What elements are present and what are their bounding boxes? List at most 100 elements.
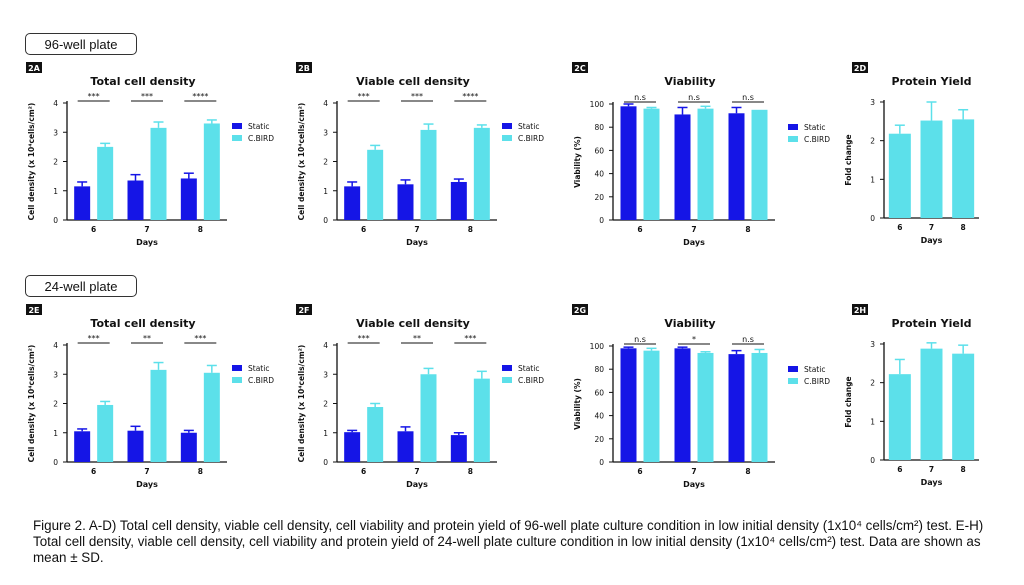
panel-badge-label: 2A — [28, 64, 41, 73]
significance-label: *** — [358, 92, 370, 101]
significance-label: *** — [358, 334, 370, 343]
x-axis-label: Days — [406, 238, 428, 247]
y-tick-label: 1 — [870, 175, 875, 184]
x-tick-label: 8 — [745, 225, 750, 234]
significance-label: *** — [88, 92, 100, 101]
chart-2h: 2H Protein Yield 0 1 2 3 Fold change 6 7 8 Days — [844, 304, 979, 487]
panel-badge-label: 2E — [28, 306, 39, 315]
chart-2a: 2A Total cell density 0 1 2 3 4 Cell density (x… — [26, 62, 274, 247]
panel-badge-label: 2D — [854, 64, 867, 73]
chart-2f: 2F Viable cell density 0 1 2 3 4 Cell density (… — [296, 304, 544, 489]
figure-caption: Figure 2. A-D) Total cell density, viabl… — [33, 518, 984, 565]
bar-cbird-day7 — [920, 348, 943, 460]
bar-static-day8 — [728, 354, 745, 462]
panel-badge-label: 2F — [298, 306, 309, 315]
y-tick-label: 100 — [590, 342, 605, 351]
x-tick-label: 8 — [745, 467, 750, 476]
y-tick-label: 0 — [53, 216, 58, 225]
x-tick-label: 6 — [637, 225, 642, 234]
x-tick-label: 8 — [961, 223, 966, 232]
y-tick-label: 2 — [870, 137, 875, 146]
legend-label-cbird: C.BIRD — [804, 135, 830, 144]
y-axis-label: Viability (%) — [573, 378, 582, 430]
y-tick-label: 3 — [870, 340, 875, 349]
bar-cbird-day8 — [952, 353, 975, 460]
x-tick-label: 7 — [414, 225, 419, 234]
bar-static-day6 — [620, 106, 637, 220]
significance-label: *** — [88, 334, 100, 343]
legend-swatch-cbird — [232, 135, 242, 141]
bar-cbird-day7 — [420, 129, 437, 220]
bar-cbird-day7 — [697, 108, 714, 220]
y-tick-label: 2 — [870, 379, 875, 388]
significance-label: n.s — [634, 335, 646, 344]
bar-static-day7 — [127, 180, 144, 220]
legend-swatch-cbird — [232, 377, 242, 383]
legend-label-static: Static — [518, 122, 539, 131]
bar-cbird-day7 — [920, 120, 943, 218]
y-tick-label: 1 — [323, 429, 328, 438]
legend-swatch-static — [232, 365, 242, 371]
panel-badge — [852, 304, 868, 315]
x-axis-label: Days — [136, 480, 158, 489]
y-axis-label: Fold change — [844, 134, 853, 185]
y-tick-label: 1 — [870, 417, 875, 426]
bar-cbird-day7 — [150, 127, 167, 220]
y-tick-label: 3 — [53, 370, 58, 379]
significance-label: *** — [464, 334, 476, 343]
bar-cbird-day8 — [203, 372, 220, 462]
y-tick-label: 4 — [323, 341, 328, 350]
y-tick-label: 20 — [594, 435, 604, 444]
x-tick-label: 7 — [929, 465, 934, 474]
section-label-96-well: 96-well plate — [25, 33, 137, 55]
significance-label: n.s — [742, 335, 754, 344]
y-axis-label: Cell density (x 10⁴cells/cm²) — [297, 103, 306, 221]
y-axis-label: Cell density (x 10⁴cells/cm²) — [297, 345, 306, 463]
x-tick-label: 6 — [361, 467, 366, 476]
y-tick-label: 3 — [870, 98, 875, 107]
chart-2b: 2B Viable cell density 0 1 2 3 4 Cell density (… — [296, 62, 544, 247]
y-tick-label: 0 — [599, 458, 604, 467]
y-tick-label: 3 — [323, 370, 328, 379]
y-tick-label: 100 — [590, 100, 605, 109]
legend-swatch-cbird — [788, 378, 798, 384]
panel-badge — [852, 62, 868, 73]
chart-2d: 2D Protein Yield 0 1 2 3 Fold change 6 7 8 Days — [844, 62, 979, 245]
panel-badge-label: 2B — [298, 64, 310, 73]
legend-swatch-static — [788, 366, 798, 372]
y-tick-label: 1 — [53, 187, 58, 196]
bar-static-day6 — [74, 431, 91, 462]
significance-label: ** — [143, 334, 151, 343]
chart-title: Total cell density — [90, 317, 195, 330]
panel-badge — [26, 62, 42, 73]
x-axis-label: Days — [136, 238, 158, 247]
legend-label-cbird: C.BIRD — [804, 377, 830, 386]
x-tick-label: 6 — [91, 467, 96, 476]
significance-label: n.s — [742, 93, 754, 102]
y-axis-label: Viability (%) — [573, 136, 582, 188]
legend-label-static: Static — [804, 123, 825, 132]
y-tick-label: 4 — [53, 341, 58, 350]
panel-badge — [572, 304, 588, 315]
x-tick-label: 8 — [198, 467, 203, 476]
bar-cbird-day6 — [643, 108, 660, 220]
significance-label: n.s — [688, 93, 700, 102]
bar-cbird-day7 — [150, 369, 167, 462]
bar-static-day7 — [674, 348, 691, 462]
legend-swatch-cbird — [788, 136, 798, 142]
bar-cbird-day6 — [97, 146, 114, 220]
bar-static-day6 — [344, 432, 361, 462]
bar-cbird-day8 — [751, 109, 768, 220]
chart-title: Viability — [664, 317, 715, 330]
panel-badge — [572, 62, 588, 73]
chart-title: Viability — [664, 75, 715, 88]
bar-static-day6 — [620, 348, 637, 462]
section-label-24-well: 24-well plate — [25, 275, 137, 297]
legend-label-static: Static — [248, 122, 269, 131]
x-tick-label: 7 — [414, 467, 419, 476]
legend-label-cbird: C.BIRD — [248, 376, 274, 385]
significance-label: n.s — [634, 93, 646, 102]
x-tick-label: 6 — [361, 225, 366, 234]
chart-2c: 2C Viability 0 20 40 60 80 100 Viability (%) 6 n.s… — [572, 62, 830, 247]
y-axis-label: Cell density (x 10⁴cells/cm²) — [27, 103, 36, 221]
